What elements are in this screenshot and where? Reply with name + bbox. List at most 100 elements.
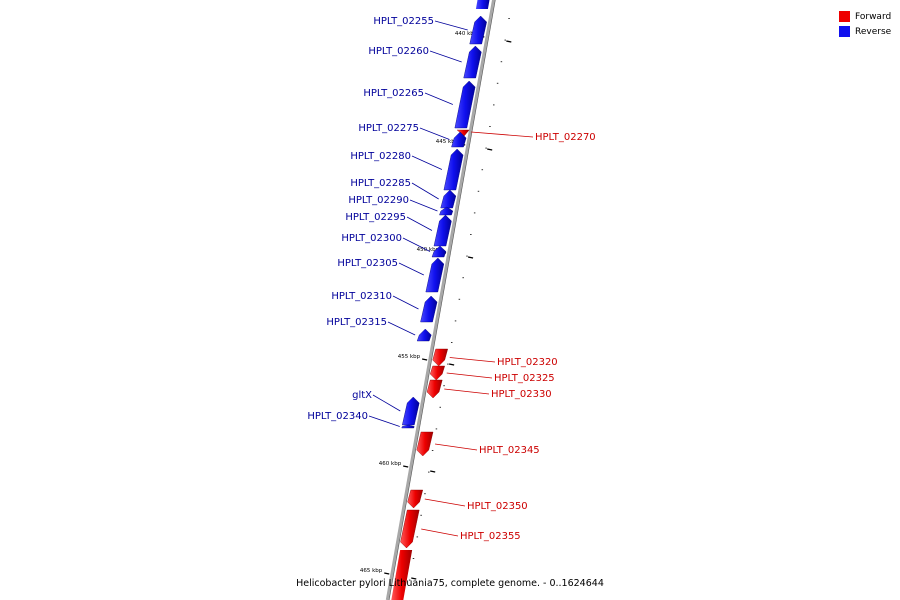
leader-line: [444, 388, 490, 395]
gene-label-hplt_02295[interactable]: HPLT_02295: [345, 212, 406, 223]
tick-label: 440 kbp: [455, 31, 478, 37]
major-tick: [384, 572, 390, 575]
tick-label: 460 kbp: [379, 461, 402, 467]
minor-tick: [470, 234, 472, 235]
minor-tick: [458, 298, 461, 300]
gene-label-hplt_02315[interactable]: HPLT_02315: [326, 317, 387, 328]
minor-tick: [408, 579, 411, 581]
gene-arrow-hplt_02260[interactable]: [463, 45, 482, 79]
gene-arrow-hplt_02330[interactable]: [426, 379, 443, 399]
minor-tick: [439, 406, 441, 408]
leader-line: [411, 182, 439, 200]
gene-label-hplt_02350[interactable]: HPLT_02350: [467, 501, 528, 512]
minor-tick: [435, 428, 438, 430]
forward-swatch: [839, 11, 850, 22]
gene-arrow-hplt_02350[interactable]: [407, 489, 424, 509]
tick-label: 450 kbp: [417, 247, 440, 253]
gene-label-hplt_02310[interactable]: HPLT_02310: [331, 291, 392, 302]
leader-line: [411, 155, 443, 170]
tick-label: 465 kbp: [360, 568, 383, 574]
minor-tick: [462, 277, 464, 279]
major-tick: [422, 358, 428, 361]
leader-line: [421, 528, 459, 537]
gene-arrow-hplt_02300[interactable]: [431, 245, 447, 258]
minor-tick: [420, 514, 422, 516]
backbone-line: [385, 0, 495, 600]
minor-tick: [428, 471, 430, 473]
gene-arrow-hplt_02275[interactable]: [451, 131, 467, 148]
gene-arrow-hplt_02295[interactable]: [433, 214, 452, 247]
gene-arrow-hplt_02320[interactable]: [432, 348, 448, 367]
minor-tick: [500, 61, 503, 63]
minor-tick: [473, 212, 476, 214]
leader-line: [402, 237, 431, 252]
legend-item-reverse: Reverse: [839, 24, 891, 39]
minor-tick: [450, 342, 453, 343]
gene-arrow-hplt_02305[interactable]: [425, 257, 445, 293]
leader-line: [368, 415, 400, 427]
gene-arrow-partial-top[interactable]: [475, 0, 490, 9]
major-tick: [487, 148, 493, 151]
leader-line: [471, 131, 534, 138]
gene-label-hplt_02275[interactable]: HPLT_02275: [358, 123, 419, 134]
major-tick: [430, 470, 436, 473]
minor-tick: [447, 363, 449, 365]
gene-label-gltx[interactable]: gltX: [352, 390, 372, 401]
minor-tick: [466, 255, 468, 257]
gene-label-hplt_02285[interactable]: HPLT_02285: [350, 178, 411, 189]
minor-tick: [477, 190, 480, 192]
reverse-swatch: [839, 26, 850, 37]
gene-label-hplt_02280[interactable]: HPLT_02280: [350, 151, 411, 162]
gene-arrow-hplt_02265[interactable]: [454, 80, 476, 129]
gene-arrow-hplt_02255[interactable]: [469, 15, 487, 45]
leader-line: [387, 321, 416, 336]
leader-line: [372, 394, 401, 412]
gene-arrow-hplt_02345[interactable]: [416, 431, 434, 457]
gene-label-hplt_02345[interactable]: HPLT_02345: [479, 445, 540, 456]
gene-arrow-hplt_02340[interactable]: [401, 424, 415, 429]
gene-arrow-hplt_02315[interactable]: [416, 328, 432, 342]
gene-label-hplt_02270[interactable]: HPLT_02270: [535, 132, 596, 143]
tick-label: 455 kbp: [398, 354, 421, 360]
gene-label-hplt_02340[interactable]: HPLT_02340: [307, 411, 368, 422]
minor-tick: [508, 18, 510, 19]
major-tick: [467, 256, 474, 259]
gene-arrow-hplt_02355[interactable]: [400, 509, 420, 549]
leader-line: [424, 92, 453, 105]
gene-label-hplt_02305[interactable]: HPLT_02305: [337, 258, 398, 269]
minor-tick: [431, 450, 434, 451]
minor-tick: [489, 126, 491, 127]
gene-label-hplt_02355[interactable]: HPLT_02355: [460, 531, 521, 542]
leader-line: [392, 295, 419, 310]
legend: Forward Reverse: [839, 9, 891, 39]
leader-line: [424, 498, 466, 507]
minor-tick: [412, 558, 415, 559]
major-tick: [411, 577, 417, 580]
major-tick: [449, 363, 455, 366]
legend-label-forward: Forward: [855, 11, 892, 22]
gene-arrow-gltx[interactable]: [402, 396, 420, 426]
gene-label-hplt_02330[interactable]: HPLT_02330: [491, 389, 552, 400]
minor-tick: [424, 493, 426, 495]
gene-label-hplt_02290[interactable]: HPLT_02290: [348, 195, 409, 206]
gene-label-hplt_02300[interactable]: HPLT_02300: [341, 233, 402, 244]
major-tick: [506, 40, 512, 43]
gene-arrow-partial-bottom[interactable]: [391, 550, 413, 600]
minor-tick: [493, 104, 495, 106]
minor-tick: [481, 169, 484, 171]
leader-line: [398, 262, 424, 276]
leader-line: [434, 20, 468, 31]
gene-arrow-hplt_02285[interactable]: [440, 189, 457, 209]
gene-arrow-hplt_02310[interactable]: [420, 295, 438, 323]
leader-line: [429, 50, 462, 63]
gene-arrow-hplt_02325[interactable]: [430, 365, 445, 381]
legend-item-forward: Forward: [839, 9, 891, 24]
gene-label-hplt_02260[interactable]: HPLT_02260: [368, 46, 429, 57]
minor-tick: [454, 320, 457, 322]
gene-label-hplt_02265[interactable]: HPLT_02265: [363, 88, 424, 99]
gene-label-hplt_02325[interactable]: HPLT_02325: [494, 373, 555, 384]
gene-label-hplt_02255[interactable]: HPLT_02255: [373, 16, 434, 27]
gene-label-hplt_02320[interactable]: HPLT_02320: [497, 357, 558, 368]
minor-tick: [496, 82, 499, 84]
minor-tick: [485, 147, 487, 149]
